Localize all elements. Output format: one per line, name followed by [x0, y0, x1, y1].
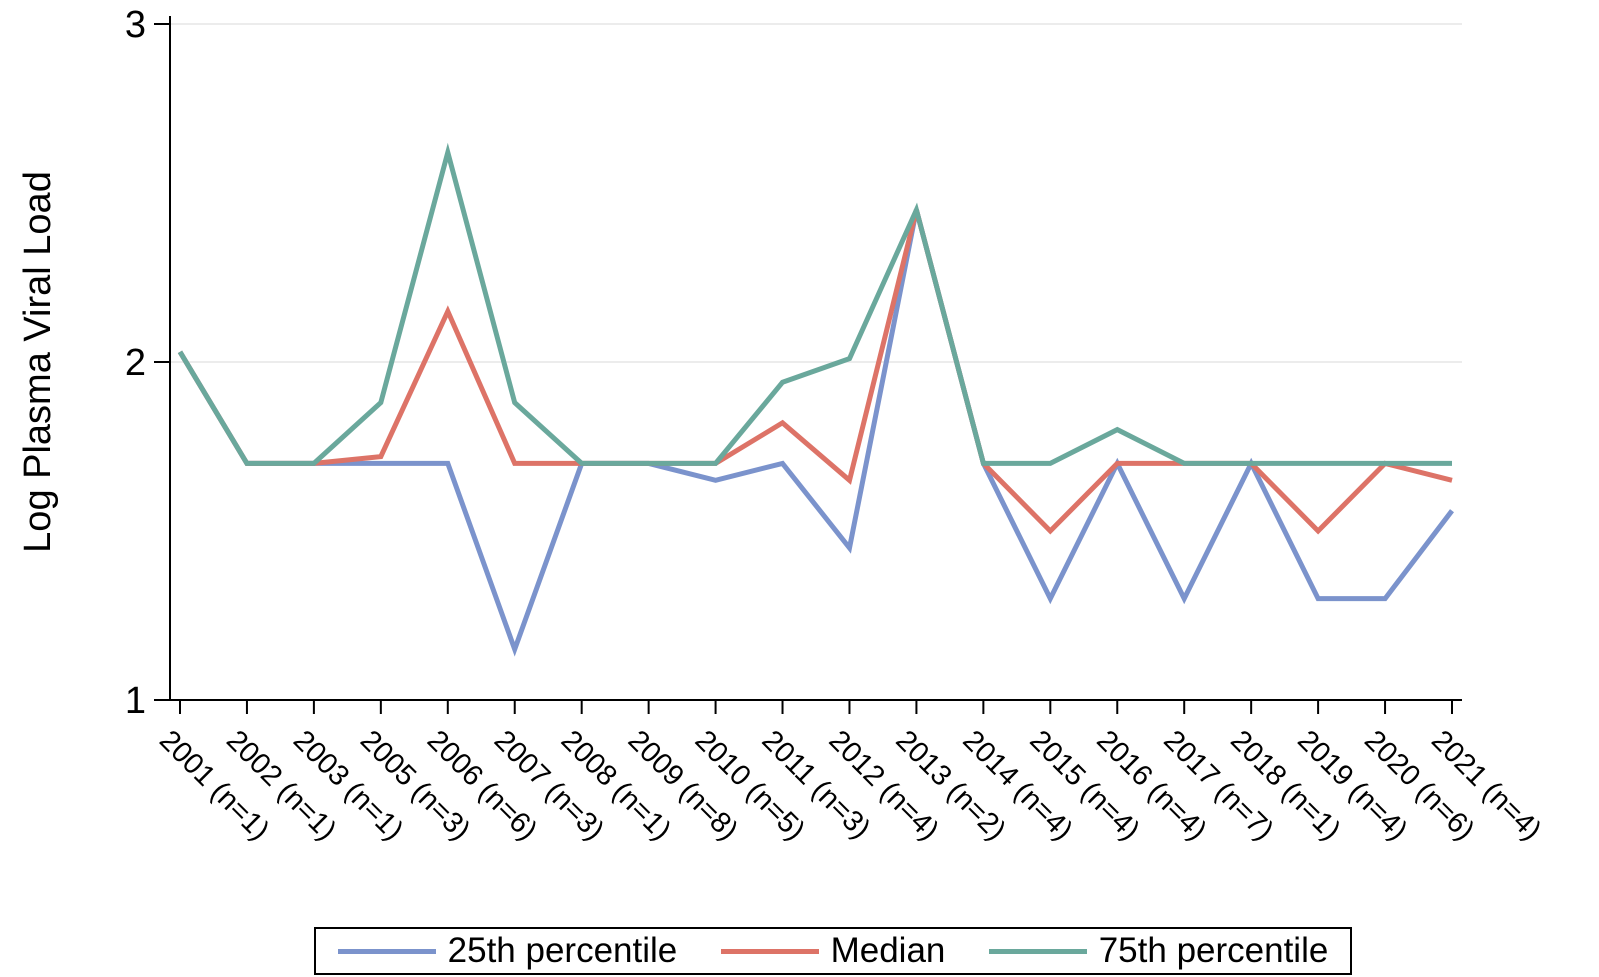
legend-item: Median [720, 931, 946, 971]
x-ticks: 2001 (n=1)2002 (n=1)2003 (n=1)2005 (n=3)… [153, 700, 1547, 847]
legend-item: 25th percentile [337, 931, 678, 971]
series-line-75th-percentile [177, 142, 1452, 466]
legend-label: Median [830, 931, 946, 970]
y-tick-label: 3 [125, 4, 146, 46]
y-axis-label: Log Plasma Viral Load [17, 171, 59, 553]
legend-swatch [337, 948, 436, 954]
legend-label: 75th percentile [1098, 931, 1329, 970]
legend-swatch [720, 948, 819, 954]
series-lines [177, 142, 1454, 657]
legend: 25th percentile Median 75th percentile [314, 927, 1352, 975]
grid [170, 23, 1462, 701]
axes [169, 16, 1462, 701]
y-ticks: 1 2 3 [125, 4, 170, 722]
y-tick-label: 2 [125, 342, 146, 384]
legend-label: 25th percentile [447, 931, 678, 970]
legend-swatch [988, 948, 1087, 954]
legend-item: 75th percentile [988, 931, 1329, 971]
series-line-25th-percentile [177, 209, 1454, 657]
y-tick-label: 1 [125, 680, 146, 722]
